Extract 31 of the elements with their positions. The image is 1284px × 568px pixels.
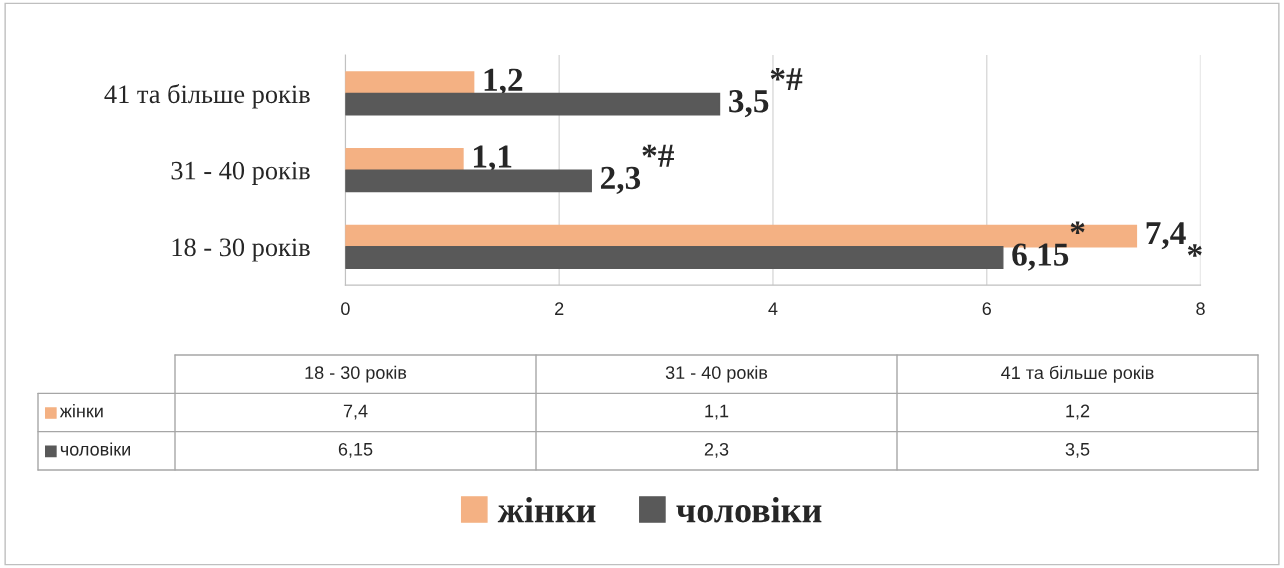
- data-label: 6,15: [1012, 243, 1069, 271]
- y-tick-label: 18 - 30 років: [172, 238, 310, 262]
- text: 6,15: [338, 442, 373, 458]
- x-tick-label: 6: [982, 302, 991, 316]
- text: 3,5: [1065, 442, 1090, 458]
- text: 7,4: [343, 404, 368, 420]
- annotation: *: [1070, 221, 1085, 234]
- text: 1,2: [1066, 404, 1090, 420]
- x-tick-label: 2: [555, 302, 564, 315]
- y-tick-label: 31 - 40 років: [171, 161, 310, 185]
- category-label: 18 - 30 років: [305, 365, 407, 383]
- x-tick-label: 8: [1196, 302, 1205, 316]
- text: 1,1: [705, 404, 729, 420]
- annotation: *#: [770, 68, 803, 91]
- x-tick-label: 4: [768, 302, 778, 315]
- data-label: 7,4: [1146, 222, 1186, 250]
- category-label: 31 - 40 років: [665, 365, 768, 383]
- x-tick-label: 0: [341, 302, 350, 316]
- data-label: 2,3: [600, 166, 641, 195]
- data-label: 1,1: [473, 145, 512, 173]
- legend-label: жінки: [497, 497, 596, 523]
- text: 2,3: [704, 442, 729, 458]
- annotation: *#: [642, 144, 674, 167]
- category-label: 41 та більше років: [1001, 365, 1154, 383]
- text: чоловіки: [60, 442, 130, 456]
- annotation: *: [1187, 244, 1202, 257]
- data-label: 3,5: [729, 90, 769, 118]
- data-label: 1,2: [484, 68, 523, 96]
- y-tick-label: 41 та більше років: [104, 83, 310, 109]
- text: жінки: [59, 404, 103, 418]
- legend-label: чоловіки: [676, 497, 822, 523]
